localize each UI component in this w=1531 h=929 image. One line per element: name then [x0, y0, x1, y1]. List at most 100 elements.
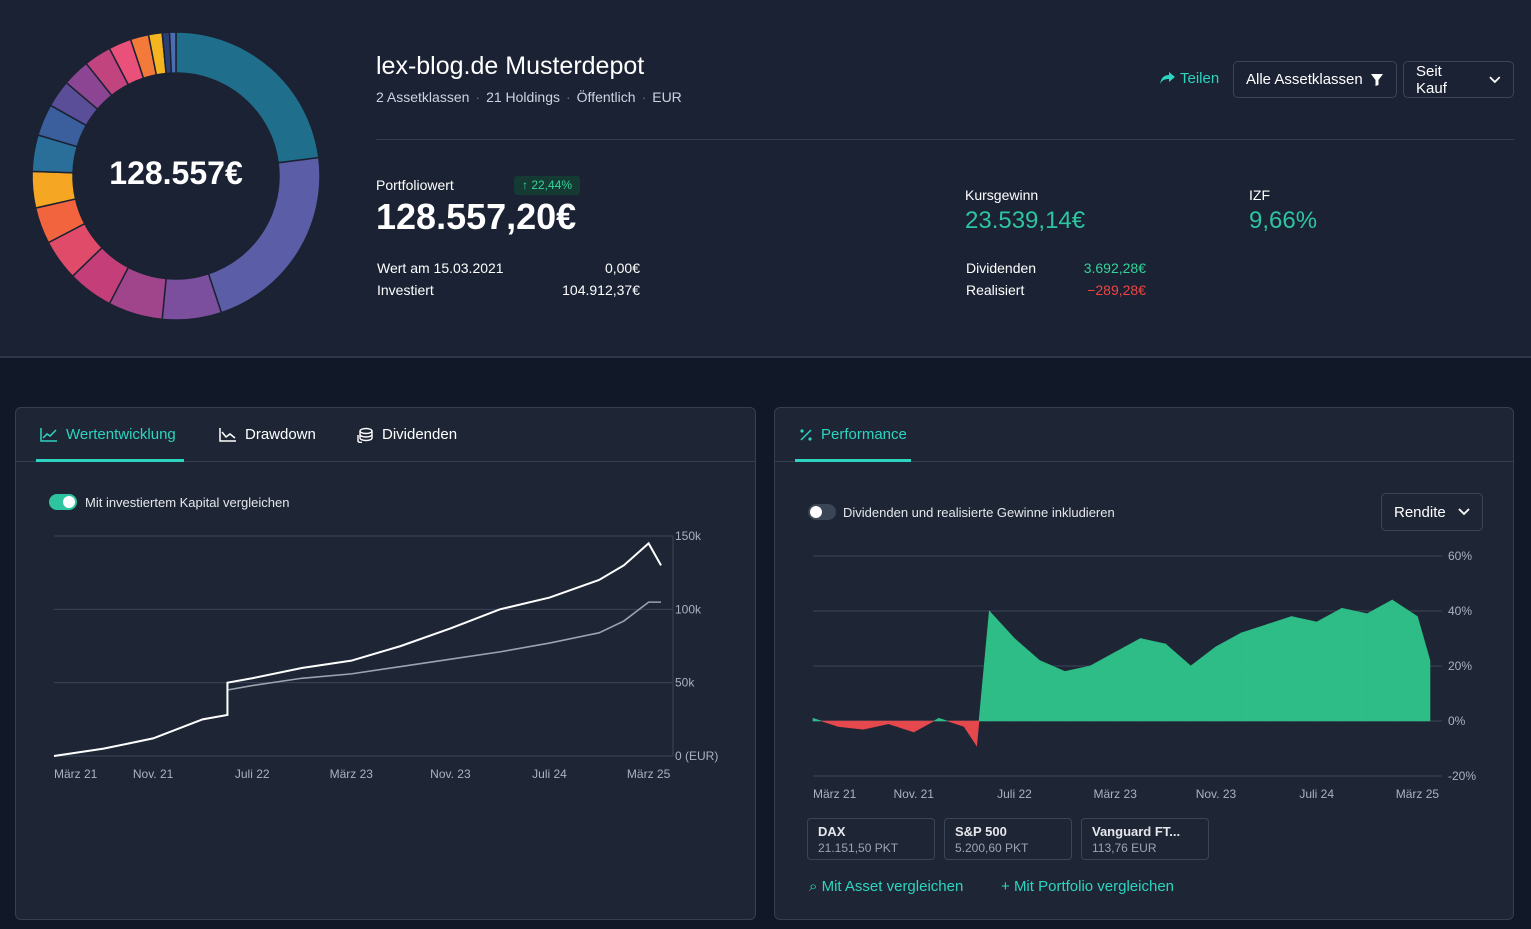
- invested-label: Investiert: [377, 282, 434, 298]
- share-button[interactable]: Teilen: [1160, 70, 1219, 87]
- x-tick-label: März 25: [627, 767, 671, 781]
- y-tick-label: 50k: [675, 676, 695, 690]
- include-dividends-toggle[interactable]: [808, 504, 836, 520]
- x-tick-label: Juli 22: [997, 787, 1032, 801]
- return-area-positive: [1165, 643, 1192, 722]
- return-area-positive: [988, 610, 1015, 722]
- portfolio-value-line: [53, 541, 662, 757]
- filter-icon: [1370, 73, 1383, 86]
- share-label: Teilen: [1180, 70, 1220, 87]
- return-area-positive: [1341, 607, 1368, 722]
- x-tick-label: März 23: [1094, 787, 1138, 801]
- asset-filter-label: Alle Assetklassen: [1246, 71, 1363, 88]
- benchmark-chip-sp500[interactable]: S&P 500 5.200,60 PKT: [944, 818, 1072, 860]
- benchmark-value: 21.151,50 PKT: [818, 841, 899, 855]
- return-area-negative: [821, 720, 839, 727]
- return-area-negative: [947, 720, 965, 727]
- compare-portfolio-link[interactable]: + Mit Portfolio vergleichen: [1001, 878, 1174, 895]
- benchmark-name: S&P 500: [955, 824, 1007, 839]
- x-tick-label: Juli 24: [1299, 787, 1334, 801]
- benchmark-value: 5.200,60 PKT: [955, 841, 1029, 855]
- search-icon: ⌕: [809, 878, 818, 895]
- metric-select-label: Rendite: [1394, 503, 1446, 521]
- price-gain-label: Kursgewinn: [965, 187, 1039, 203]
- irr-label: IZF: [1249, 187, 1270, 203]
- x-tick-label: Nov. 23: [430, 767, 471, 781]
- tab-label: Dividenden: [382, 426, 458, 443]
- header-divider: [376, 139, 1514, 140]
- allocation-slice[interactable]: [175, 31, 320, 164]
- return-area-positive: [812, 717, 822, 722]
- invested-capital-line: [53, 601, 661, 757]
- y-tick-label: 40%: [1448, 604, 1472, 618]
- performance-tabs: Performance: [775, 408, 1513, 462]
- x-tick-label: März 21: [54, 767, 98, 781]
- realized-value: −289,28€: [1087, 282, 1146, 298]
- return-area-positive: [1089, 651, 1116, 722]
- y-tick-label: 0%: [1448, 714, 1466, 728]
- x-tick-label: Juli 24: [532, 767, 567, 781]
- coins-icon: [357, 427, 373, 443]
- plus-icon: +: [1001, 878, 1010, 895]
- portfolio-change-badge: ↑ 22,44%: [514, 176, 581, 195]
- benchmark-chip-vanguard[interactable]: Vanguard FT... 113,76 EUR: [1081, 818, 1209, 860]
- line-chart-icon: [40, 427, 57, 442]
- return-area-positive: [1215, 632, 1242, 722]
- tab-value-development[interactable]: Wertentwicklung: [40, 426, 176, 443]
- x-tick-label: März 23: [330, 767, 374, 781]
- benchmark-chip-dax[interactable]: DAX 21.151,50 PKT: [807, 818, 935, 860]
- benchmark-name: DAX: [818, 824, 846, 839]
- return-area-positive: [1114, 637, 1141, 722]
- return-area-positive: [1266, 616, 1292, 722]
- meta-asset-classes: 2 Assetklassen: [376, 89, 470, 105]
- allocation-donut[interactable]: [30, 30, 322, 322]
- return-area-positive: [1064, 665, 1091, 722]
- value-line-chart[interactable]: 150k 100k 50k 0 (EUR) März 21 Nov. 21 Juli 22 M…: [16, 518, 756, 788]
- time-range-label: Seit Kauf: [1416, 62, 1447, 97]
- return-area-negative: [888, 720, 915, 733]
- tab-label: Drawdown: [245, 426, 316, 443]
- return-area-positive: [938, 717, 948, 722]
- performance-area-chart[interactable]: 60% 40% 20% 0% -20% März 21 Nov. 21 Juli 22 März…: [775, 538, 1513, 808]
- share-icon: [1160, 72, 1175, 84]
- metric-select[interactable]: Rendite: [1381, 493, 1483, 531]
- x-tick-label: Juli 22: [235, 767, 270, 781]
- compare-portfolio-label: Mit Portfolio vergleichen: [1013, 878, 1175, 895]
- return-area-negative: [863, 720, 889, 730]
- compare-asset-label: Mit Asset vergleichen: [821, 878, 964, 895]
- x-tick-label: März 21: [813, 787, 857, 801]
- benchmark-name: Vanguard FT...: [1092, 824, 1181, 839]
- y-tick-label: -20%: [1448, 769, 1476, 783]
- tab-label: Performance: [821, 426, 907, 443]
- compare-asset-link[interactable]: ⌕ Mit Asset vergleichen: [809, 878, 963, 895]
- portfolio-value: 128.557,20€: [376, 196, 577, 237]
- x-tick-label: Nov. 23: [1196, 787, 1237, 801]
- allocation-slice[interactable]: [168, 31, 177, 74]
- start-value-label: Wert am 15.03.2021: [377, 260, 504, 276]
- return-area-negative: [963, 720, 977, 747]
- active-tab-indicator: [795, 459, 911, 462]
- portfolio-meta: 2 Assetklassen · 21 Holdings · Öffentlich · EU…: [376, 89, 682, 105]
- compare-invested-label: Mit investiertem Kapital vergleichen: [85, 495, 290, 510]
- tab-drawdown[interactable]: Drawdown: [219, 426, 316, 443]
- compare-invested-toggle[interactable]: [49, 494, 77, 510]
- value-chart-card: Wertentwicklung Drawdown Dividenden Mit …: [15, 407, 756, 920]
- time-range-select[interactable]: Seit Kauf: [1403, 61, 1514, 98]
- meta-holdings: 21 Holdings: [486, 89, 560, 105]
- tab-dividends[interactable]: Dividenden: [356, 426, 457, 443]
- start-value: 0,00€: [604, 260, 640, 276]
- area-chart-icon: [219, 427, 236, 442]
- x-tick-label: Nov. 21: [894, 787, 935, 801]
- portfolio-header: 128.557€ lex-blog.de Musterdepot 2 Asset…: [0, 0, 1531, 358]
- meta-visibility: Öffentlich: [576, 89, 636, 105]
- tab-performance[interactable]: Performance: [799, 426, 907, 443]
- y-tick-label: 0 (EUR): [675, 749, 718, 763]
- return-area-positive: [1316, 607, 1343, 722]
- return-area-positive: [1039, 660, 1066, 722]
- return-area-positive: [1417, 616, 1431, 722]
- performance-card: Performance Dividenden und realisierte G…: [774, 407, 1514, 920]
- chevron-down-icon: [1458, 508, 1470, 516]
- asset-filter-button[interactable]: Alle Assetklassen: [1233, 61, 1397, 98]
- return-area-positive: [1014, 637, 1040, 722]
- value-chart-tabs: Wertentwicklung Drawdown Dividenden: [16, 408, 755, 462]
